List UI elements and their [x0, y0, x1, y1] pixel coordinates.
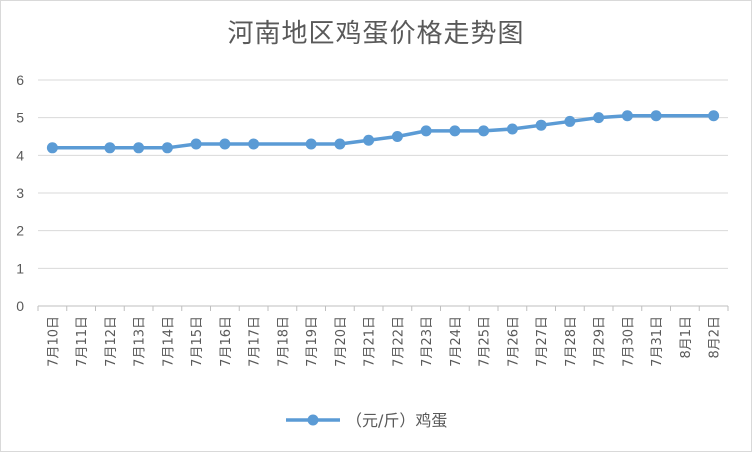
data-point — [133, 142, 145, 154]
x-tick-label: 7月10日 — [46, 316, 61, 367]
x-tick-label: 7月29日 — [593, 316, 608, 367]
data-point — [391, 131, 403, 142]
y-tick-label: 0 — [16, 298, 24, 314]
data-point — [161, 142, 173, 154]
y-tick-label: 4 — [16, 147, 24, 163]
data-point — [420, 125, 432, 137]
legend-label: （元/斤）鸡蛋 — [346, 411, 447, 430]
x-tick-label: 7月24日 — [449, 316, 464, 367]
x-tick-label: 7月17日 — [248, 316, 263, 367]
x-tick-label: 7月20日 — [334, 316, 349, 367]
x-tick-label: 7月31日 — [650, 316, 665, 367]
data-point — [506, 123, 518, 135]
x-tick-label: 7月19日 — [305, 316, 320, 367]
data-point — [621, 110, 633, 122]
data-point — [478, 125, 490, 137]
data-point — [535, 119, 547, 131]
data-point — [248, 138, 260, 150]
x-axis: 7月10日 7月11日 7月12日 7月13日 7月14日 7月15日 7月16日 7月17日… — [37, 305, 729, 367]
data-point — [334, 138, 346, 150]
data-point — [190, 138, 202, 150]
data-point — [219, 138, 231, 150]
x-tick-label: 7月12日 — [104, 316, 119, 367]
x-tick-label: 7月16日 — [219, 316, 234, 367]
data-point — [650, 110, 662, 122]
series-layer — [46, 110, 720, 154]
x-tick-label: 7月22日 — [391, 316, 406, 367]
data-point — [564, 115, 576, 127]
x-tick-label: 7月15日 — [190, 316, 205, 367]
data-point — [593, 112, 605, 124]
x-tick-label: 8月2日 — [708, 316, 723, 359]
y-tick-label: 5 — [16, 110, 24, 126]
legend: （元/斤）鸡蛋 — [286, 411, 447, 430]
data-point — [46, 142, 58, 154]
data-point — [305, 138, 317, 150]
y-tick-label: 1 — [16, 260, 24, 276]
x-tick-label: 7月14日 — [161, 316, 176, 367]
data-point — [363, 134, 375, 146]
legend-marker — [307, 414, 319, 426]
x-tick-label: 8月1日 — [679, 316, 694, 359]
x-tick-label: 7月28日 — [564, 316, 579, 367]
x-tick-label: 7月21日 — [363, 316, 378, 367]
y-tick-label: 2 — [16, 223, 24, 239]
y-axis-ticks: 0 1 2 3 4 5 6 — [16, 72, 24, 314]
x-tick-label: 7月13日 — [133, 316, 148, 367]
x-tick-label: 7月23日 — [420, 316, 435, 367]
x-tick-label: 7月11日 — [75, 316, 90, 367]
data-point — [449, 125, 461, 137]
x-tick-label: 7月26日 — [506, 316, 521, 367]
chart-title: 河南地区鸡蛋价格走势图 — [227, 19, 525, 49]
gridlines — [38, 79, 728, 269]
y-tick-label: 3 — [16, 185, 24, 201]
x-tick-label: 7月18日 — [276, 316, 291, 367]
data-point — [104, 142, 116, 154]
x-tick-label: 7月27日 — [535, 316, 550, 367]
data-point — [708, 110, 720, 122]
y-tick-label: 6 — [16, 72, 24, 88]
series-line — [52, 114, 714, 150]
x-tick-label: 7月30日 — [621, 316, 636, 367]
x-tick-label: 7月25日 — [478, 316, 493, 367]
